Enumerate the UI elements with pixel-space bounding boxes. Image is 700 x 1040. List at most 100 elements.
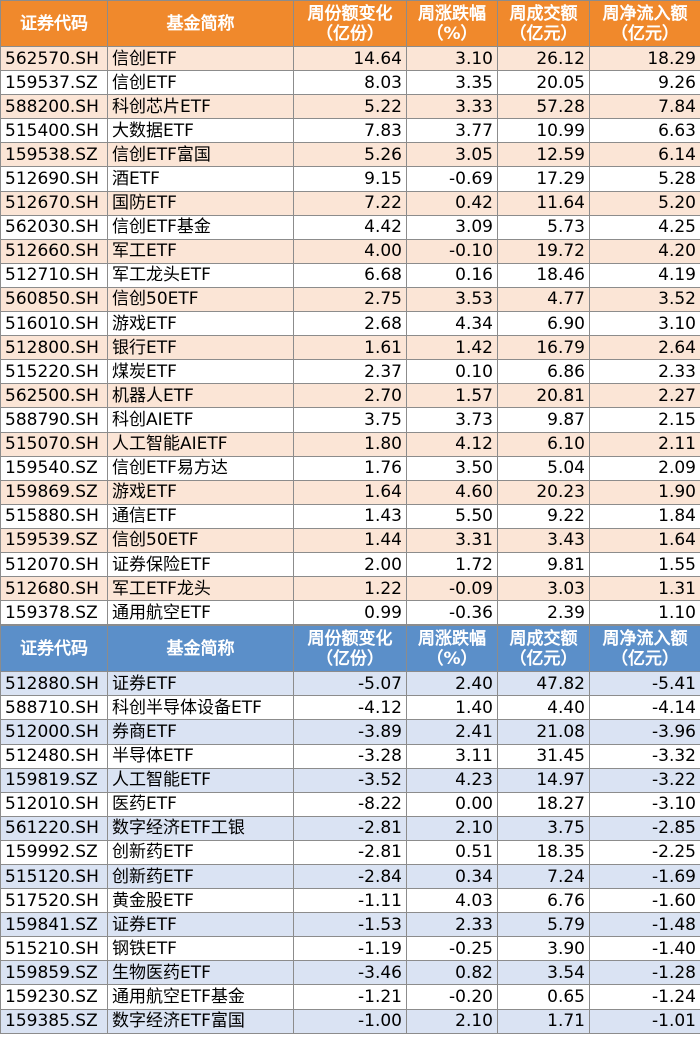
cell-pct-change: -0.69 — [406, 166, 498, 192]
cell-fund-name: 通信ETF — [107, 503, 294, 529]
cell-share-change: 1.22 — [293, 576, 407, 602]
table-row: 512880.SH 证券ETF -5.07 2.40 47.82 -5.41 — [0, 671, 700, 697]
cell-net-inflow: 2.33 — [589, 359, 700, 385]
cell-turnover: 47.82 — [497, 671, 590, 697]
cell-code: 512670.SH — [0, 190, 108, 216]
cell-turnover: 14.97 — [497, 767, 590, 793]
cell-code: 515880.SH — [0, 503, 108, 529]
cell-share-change: -1.00 — [293, 1008, 407, 1034]
cell-fund-name: 创新药ETF — [107, 863, 294, 890]
cell-net-inflow: 1.90 — [589, 479, 700, 505]
cell-net-inflow: 2.09 — [589, 455, 700, 481]
cell-code: 159378.SZ — [0, 600, 108, 626]
cell-net-inflow: 4.25 — [589, 214, 700, 240]
cell-turnover: 20.81 — [497, 383, 590, 409]
cell-share-change: 2.70 — [293, 383, 407, 409]
cell-code: 515070.SH — [0, 431, 108, 457]
cell-turnover: 0.65 — [497, 984, 590, 1010]
cell-net-inflow: -2.85 — [589, 815, 700, 841]
cell-code: 512710.SH — [0, 262, 108, 288]
cell-pct-change: -0.09 — [406, 576, 498, 602]
cell-fund-name: 游戏ETF — [107, 311, 294, 337]
table-row: 159537.SZ 信创ETF 8.03 3.35 20.05 9.26 — [0, 70, 700, 96]
outflow-table-body: 证券代码 基金简称 周份额变化（亿份） 周涨跌幅（%） 周成交额（亿元） 周净流… — [0, 625, 700, 1034]
cell-fund-name: 半导体ETF — [107, 743, 294, 769]
cell-fund-name: 科创AIETF — [107, 407, 294, 433]
cell-fund-name: 生物医药ETF — [107, 960, 294, 986]
cell-turnover: 18.35 — [497, 839, 590, 866]
cell-code: 512000.SH — [0, 719, 108, 745]
header-share-change: 周份额变化（亿份） — [293, 625, 407, 673]
table-row: 561220.SH 数字经济ETF工银 -2.81 2.10 3.75 -2.85 — [0, 815, 700, 841]
cell-fund-name: 人工智能AIETF — [107, 431, 294, 457]
cell-fund-name: 钢铁ETF — [107, 936, 294, 962]
cell-pct-change: 3.53 — [406, 286, 498, 313]
cell-fund-name: 通用航空ETF — [107, 600, 294, 626]
cell-code: 562500.SH — [0, 383, 108, 409]
cell-net-inflow: -4.14 — [589, 695, 700, 721]
cell-share-change: -3.46 — [293, 960, 407, 986]
cell-pct-change: -0.36 — [406, 600, 498, 626]
cell-share-change: 7.22 — [293, 190, 407, 216]
cell-pct-change: -0.25 — [406, 936, 498, 962]
cell-share-change: 1.80 — [293, 431, 407, 457]
cell-share-change: -2.84 — [293, 863, 407, 890]
cell-pct-change: 3.50 — [406, 455, 498, 481]
cell-code: 516010.SH — [0, 311, 108, 337]
header-net-inflow: 周净流入额（亿元） — [589, 0, 700, 47]
header-pct-change: 周涨跌幅（%） — [406, 625, 498, 673]
cell-code: 560850.SH — [0, 286, 108, 313]
table-row: 562500.SH 机器人ETF 2.70 1.57 20.81 2.27 — [0, 383, 700, 409]
table-row: 515120.SH 创新药ETF -2.84 0.34 7.24 -1.69 — [0, 863, 700, 890]
cell-pct-change: 2.10 — [406, 1008, 498, 1034]
cell-turnover: 9.22 — [497, 503, 590, 529]
cell-share-change: -3.28 — [293, 743, 407, 769]
cell-net-inflow: -3.10 — [589, 791, 700, 817]
cell-net-inflow: 1.84 — [589, 503, 700, 529]
cell-pct-change: 0.00 — [406, 791, 498, 817]
cell-pct-change: 0.82 — [406, 960, 498, 986]
cell-fund-name: 黄金股ETF — [107, 888, 294, 914]
cell-code: 159539.SZ — [0, 527, 108, 553]
cell-turnover: 31.45 — [497, 743, 590, 769]
cell-share-change: 8.03 — [293, 70, 407, 96]
cell-turnover: 17.29 — [497, 166, 590, 192]
table-row: 512070.SH 证券保险ETF 2.00 1.72 9.81 1.55 — [0, 551, 700, 578]
table-row: 159540.SZ 信创ETF易方达 1.76 3.50 5.04 2.09 — [0, 455, 700, 481]
inflow-table-body: 证券代码 基金简称 周份额变化（亿份） 周涨跌幅（%） 周成交额（亿元） 周净流… — [0, 0, 700, 626]
cell-turnover: 9.87 — [497, 407, 590, 433]
cell-turnover: 3.03 — [497, 576, 590, 602]
cell-net-inflow: -1.24 — [589, 984, 700, 1010]
cell-code: 512680.SH — [0, 576, 108, 602]
cell-share-change: -5.07 — [293, 671, 407, 697]
table-row: 560850.SH 信创50ETF 2.75 3.53 4.77 3.52 — [0, 286, 700, 313]
table-row: 159841.SZ 证券ETF -1.53 2.33 5.79 -1.48 — [0, 912, 700, 938]
cell-share-change: 2.68 — [293, 311, 407, 337]
cell-code: 561220.SH — [0, 815, 108, 841]
cell-turnover: 4.77 — [497, 286, 590, 313]
table-row: 515220.SH 煤炭ETF 2.37 0.10 6.86 2.33 — [0, 359, 700, 385]
cell-net-inflow: -2.25 — [589, 839, 700, 866]
cell-turnover: 1.71 — [497, 1008, 590, 1034]
outflow-etf-table: 证券代码 基金简称 周份额变化（亿份） 周涨跌幅（%） 周成交额（亿元） 周净流… — [0, 625, 700, 1034]
cell-code: 512070.SH — [0, 551, 108, 578]
cell-turnover: 11.64 — [497, 190, 590, 216]
cell-turnover: 12.59 — [497, 142, 590, 168]
cell-share-change: 1.44 — [293, 527, 407, 553]
cell-share-change: 4.42 — [293, 214, 407, 240]
cell-turnover: 2.39 — [497, 600, 590, 626]
cell-code: 562030.SH — [0, 214, 108, 240]
cell-turnover: 5.79 — [497, 912, 590, 938]
cell-net-inflow: 2.11 — [589, 431, 700, 457]
table-row: 515400.SH 大数据ETF 7.83 3.77 10.99 6.63 — [0, 118, 700, 144]
cell-fund-name: 军工龙头ETF — [107, 262, 294, 288]
cell-code: 159841.SZ — [0, 912, 108, 938]
cell-share-change: 9.15 — [293, 166, 407, 192]
table-row: 515880.SH 通信ETF 1.43 5.50 9.22 1.84 — [0, 503, 700, 529]
cell-share-change: 1.64 — [293, 479, 407, 505]
cell-share-change: -1.21 — [293, 984, 407, 1010]
cell-share-change: -4.12 — [293, 695, 407, 721]
cell-pct-change: 1.57 — [406, 383, 498, 409]
cell-net-inflow: 7.84 — [589, 94, 700, 120]
cell-pct-change: 2.41 — [406, 719, 498, 745]
